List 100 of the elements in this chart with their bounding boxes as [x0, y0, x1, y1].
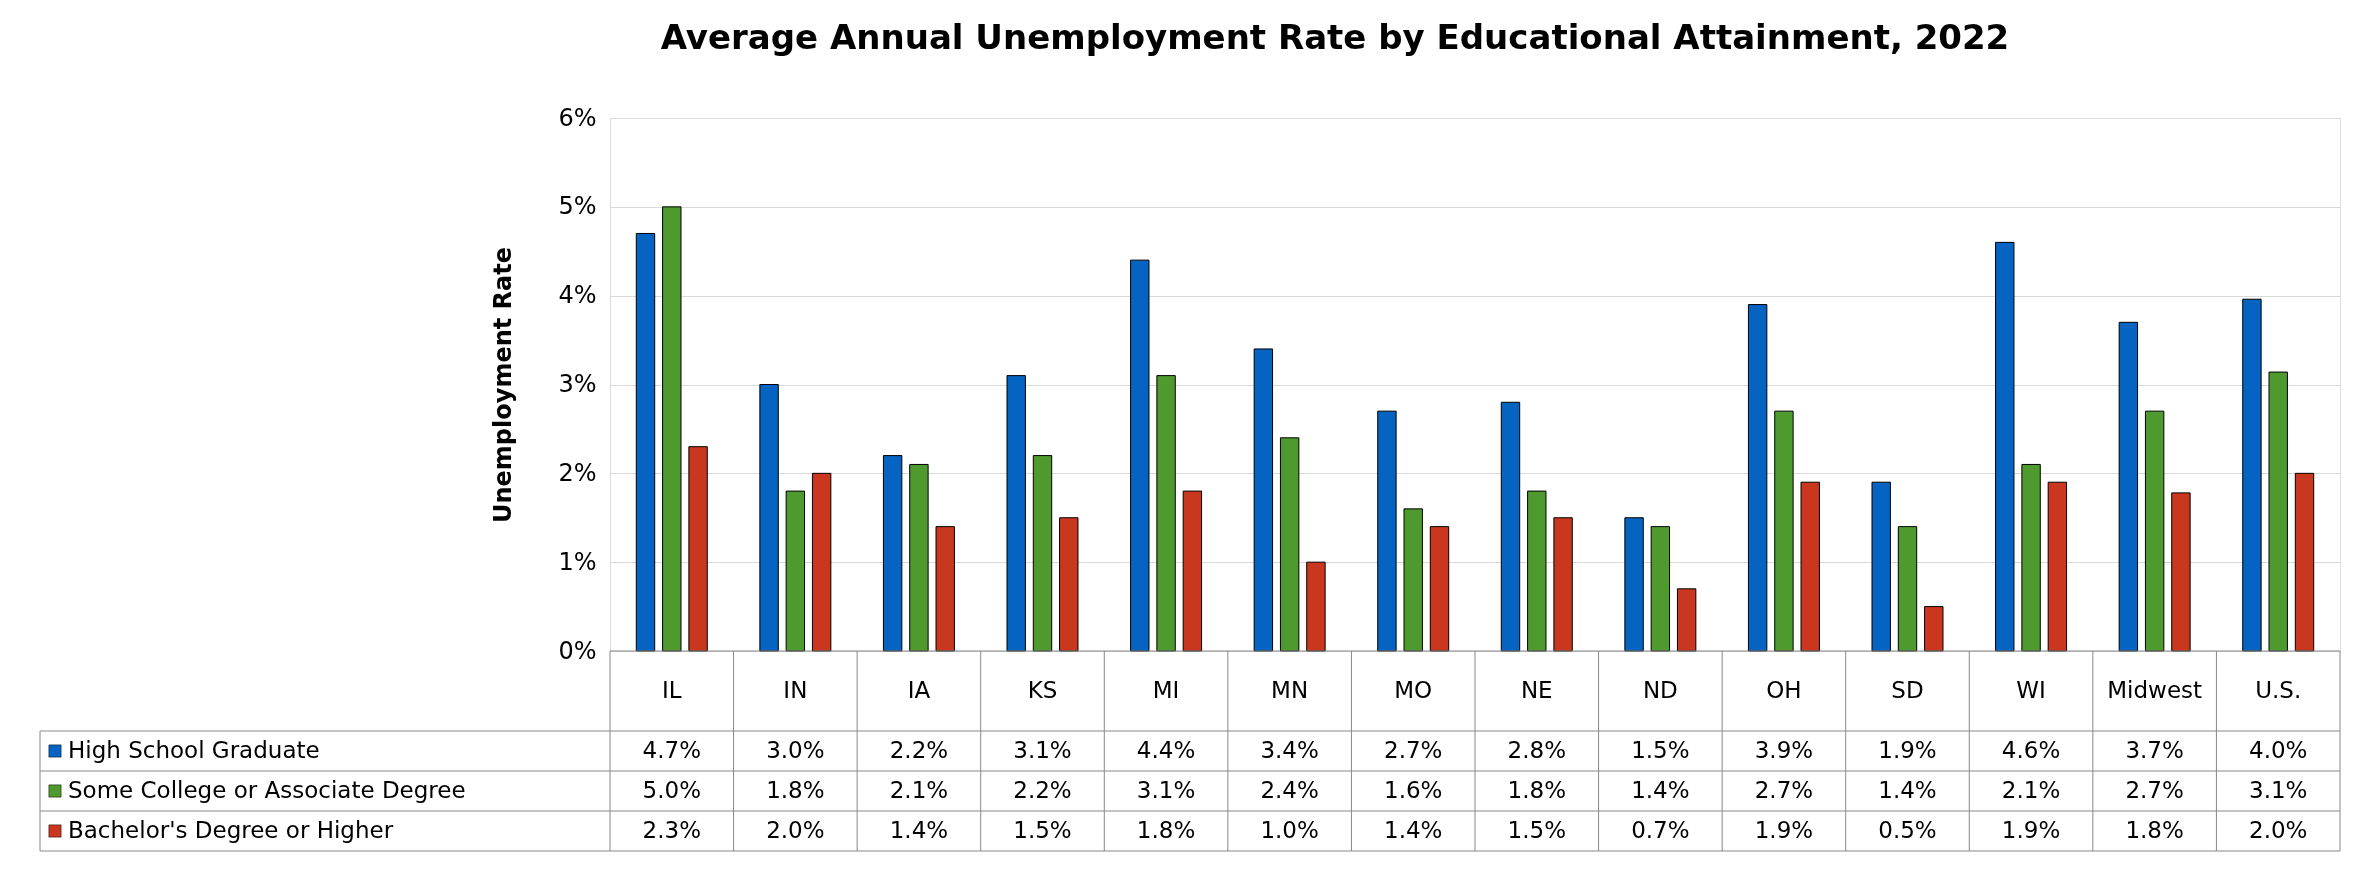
data-label: 4.7%: [642, 737, 701, 763]
data-label: 2.1%: [889, 777, 949, 803]
data-label: 0.5%: [1878, 817, 1937, 843]
bar: [1377, 410, 1397, 652]
x-tick-label: MN: [1271, 677, 1309, 703]
bar: [1624, 517, 1644, 652]
x-tick-label: MI: [1152, 677, 1180, 703]
data-label: 2.7%: [1754, 777, 1814, 803]
bar: [1800, 481, 1820, 652]
data-label: 2.0%: [766, 817, 825, 843]
bar: [811, 472, 832, 652]
data-label: 1.4%: [1878, 777, 1937, 803]
bar: [1306, 561, 1326, 652]
x-tick-label: MO: [1394, 677, 1433, 703]
data-label: 3.1%: [1136, 777, 1196, 803]
data-label: 1.9%: [1754, 817, 1814, 843]
bar: [2242, 298, 2262, 652]
bar: [1253, 348, 1274, 652]
x-tick-label: WI: [2016, 677, 2046, 703]
bar: [2021, 463, 2041, 652]
bar: [1130, 259, 1150, 652]
bar: [1527, 490, 1547, 652]
x-tick-label: Midwest: [2107, 677, 2203, 703]
legend-label: Bachelor's Degree or Higher: [68, 817, 394, 843]
data-label: 3.1%: [2249, 777, 2308, 803]
bar: [1279, 437, 1300, 652]
bar: [2294, 472, 2315, 652]
x-tick-label: IL: [661, 677, 682, 703]
data-label: 1.9%: [1878, 737, 1937, 763]
bar: [2268, 371, 2288, 652]
bar: [2171, 492, 2191, 652]
data-label: 1.4%: [889, 817, 949, 843]
data-label: 2.8%: [1507, 737, 1566, 763]
legend-label: High School Graduate: [68, 737, 320, 763]
data-label: 2.2%: [1013, 777, 1072, 803]
data-label: 1.4%: [1631, 777, 1690, 803]
bar: [785, 490, 806, 652]
bar: [882, 455, 903, 652]
bar: [1650, 526, 1671, 652]
data-label: 3.0%: [766, 737, 825, 763]
bar: [1774, 410, 1794, 652]
data-label: 2.3%: [642, 817, 701, 843]
bar: [1924, 606, 1944, 652]
data-label: 3.7%: [2125, 737, 2184, 763]
bar: [1059, 517, 1079, 652]
bar: [1676, 588, 1697, 652]
data-label: 1.6%: [1384, 777, 1443, 803]
y-tick-label: 5%: [558, 192, 597, 221]
bar: [935, 526, 955, 652]
bar: [1429, 526, 1450, 652]
data-label: 1.0%: [1260, 817, 1319, 843]
data-label: 0.7%: [1631, 817, 1690, 843]
bar: [1995, 241, 2015, 652]
bar: [688, 446, 708, 652]
bar: [1182, 490, 1203, 652]
x-tick-label: ND: [1642, 677, 1678, 703]
bar: [1747, 304, 1768, 652]
data-label: 2.7%: [1384, 737, 1443, 763]
bar: [1403, 508, 1423, 652]
y-tick-label: 0%: [558, 636, 597, 665]
data-label: 2.0%: [2249, 817, 2308, 843]
data-label: 4.6%: [2001, 737, 2061, 763]
bar: [1032, 455, 1053, 652]
y-tick-label: 1%: [558, 547, 597, 576]
bar: [1006, 375, 1026, 652]
legend-label: Some College or Associate Degree: [68, 777, 466, 803]
bar: [1871, 481, 1891, 652]
bar: [2144, 410, 2165, 652]
bar: [759, 384, 779, 652]
x-tick-label: U.S.: [2255, 677, 2302, 703]
data-label: 3.9%: [1754, 737, 1814, 763]
data-label: 1.8%: [766, 777, 825, 803]
data-label: 3.4%: [1260, 737, 1319, 763]
bar: [1156, 375, 1176, 652]
x-tick-label: IA: [907, 677, 931, 703]
x-tick-label: SD: [1891, 677, 1924, 703]
data-label: 5.0%: [642, 777, 701, 803]
data-label: 1.5%: [1631, 737, 1690, 763]
data-label: 1.4%: [1384, 817, 1443, 843]
bar: [909, 463, 929, 652]
data-label: 1.8%: [1507, 777, 1566, 803]
data-label: 4.0%: [2249, 737, 2308, 763]
data-label: 2.2%: [889, 737, 949, 763]
data-label: 4.4%: [1136, 737, 1196, 763]
data-label: 3.1%: [1013, 737, 1072, 763]
y-tick-label: 2%: [558, 458, 597, 487]
data-label: 2.1%: [2001, 777, 2061, 803]
bar: [635, 232, 656, 652]
data-label: 1.9%: [2001, 817, 2061, 843]
bar: [1500, 401, 1521, 652]
x-tick-label: OH: [1766, 677, 1802, 703]
bar: [1553, 517, 1573, 652]
data-label: 1.8%: [1136, 817, 1196, 843]
bar: [2047, 481, 2068, 652]
bar: [1897, 526, 1918, 652]
bar: [2118, 321, 2139, 652]
y-axis-title: Unemployment Rate: [488, 246, 517, 524]
data-label: 1.5%: [1507, 817, 1566, 843]
data-label: 1.5%: [1013, 817, 1072, 843]
data-label: 1.8%: [2125, 817, 2184, 843]
